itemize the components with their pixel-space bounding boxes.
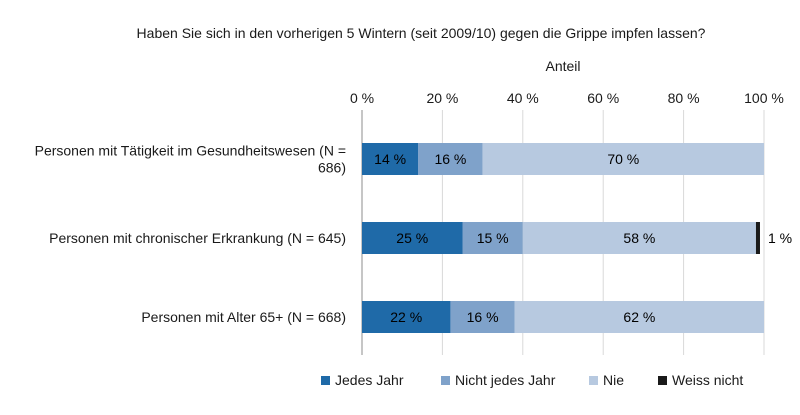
data-label: 62 % bbox=[623, 309, 655, 325]
bar-segment bbox=[462, 222, 523, 254]
category-labels: Personen mit Tätigkeit im Gesundheitswes… bbox=[35, 143, 346, 326]
category-label: Personen mit Tätigkeit im Gesundheitswes… bbox=[35, 143, 346, 159]
data-label: 14 % bbox=[374, 151, 406, 167]
legend-swatch bbox=[321, 376, 330, 385]
legend: Jedes Jahr Nicht jedes Jahr Nie Weiss nicht bbox=[321, 372, 743, 388]
bars: 14 % 16 % 70 % 25 % 15 % 58 % 1 % 22 % 16 % 62 % bbox=[362, 143, 792, 333]
category-label: 686) bbox=[318, 160, 346, 176]
chart-title: Haben Sie sich in den vorherigen 5 Winte… bbox=[137, 25, 706, 41]
bar-segment bbox=[450, 301, 515, 333]
data-label: 70 % bbox=[607, 151, 639, 167]
x-tick-label: 20 % bbox=[426, 90, 458, 106]
category-label: Personen mit Alter 65+ (N = 668) bbox=[141, 309, 346, 325]
x-tick-label: 0 % bbox=[350, 90, 374, 106]
legend-swatch bbox=[658, 376, 667, 385]
x-tick-label: 40 % bbox=[507, 90, 539, 106]
x-axis-ticks: 0 % 20 % 40 % 60 % 80 % 100 % bbox=[350, 90, 784, 106]
data-label: 1 % bbox=[768, 230, 792, 246]
data-label: 16 % bbox=[434, 151, 466, 167]
bar-segment bbox=[362, 143, 419, 175]
legend-label: Nie bbox=[603, 372, 624, 388]
x-axis-label: Anteil bbox=[545, 58, 580, 74]
legend-swatch bbox=[589, 376, 598, 385]
category-label: Personen mit chronischer Erkrankung (N =… bbox=[49, 230, 346, 246]
bar-segment bbox=[755, 222, 760, 254]
data-label: 25 % bbox=[396, 230, 428, 246]
data-label: 22 % bbox=[390, 309, 422, 325]
legend-swatch bbox=[441, 376, 450, 385]
legend-label: Weiss nicht bbox=[672, 372, 743, 388]
bar-segment bbox=[418, 143, 483, 175]
x-tick-label: 100 % bbox=[744, 90, 784, 106]
bar-segment bbox=[362, 222, 463, 254]
bar-segment bbox=[362, 301, 451, 333]
legend-label: Nicht jedes Jahr bbox=[455, 372, 556, 388]
bar-segment bbox=[514, 301, 764, 333]
legend-label: Jedes Jahr bbox=[335, 372, 404, 388]
data-label: 15 % bbox=[477, 230, 509, 246]
x-tick-label: 60 % bbox=[587, 90, 619, 106]
bar-segment bbox=[482, 143, 764, 175]
data-label: 16 % bbox=[467, 309, 499, 325]
bar-segment bbox=[522, 222, 756, 254]
data-label: 58 % bbox=[623, 230, 655, 246]
x-tick-label: 80 % bbox=[668, 90, 700, 106]
